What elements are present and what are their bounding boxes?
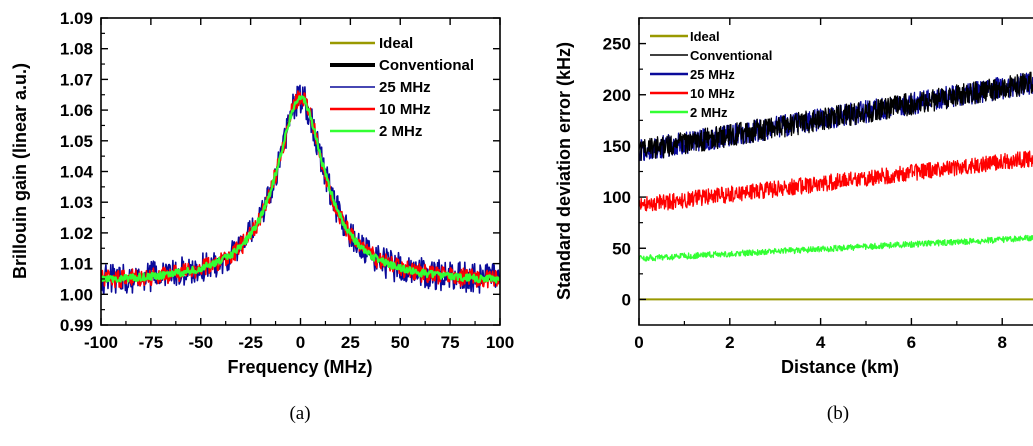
chart-b-x-tick-label: 0 — [634, 333, 643, 352]
chart-a-x-tick-label: 75 — [441, 333, 460, 352]
chart-b-y-axis-title: Standard deviation error (kHz) — [554, 42, 574, 300]
chart-b-plot-frame — [638, 17, 1033, 326]
chart-a-y-tick-label: 1.01 — [60, 255, 93, 274]
chart-a-y-tick-label: 1.03 — [60, 193, 93, 212]
chart-a-legend-label-2-mhz: 2 MHz — [379, 123, 422, 140]
chart-b-series-2-mhz — [639, 234, 1033, 262]
chart-b: 0 2 4 6 8 0 50 100 150 200 250 Distance (km) Stand… — [554, 17, 1033, 424]
chart-a-x-tick-label: -100 — [84, 333, 118, 352]
chart-a-y-tick-label: 1.07 — [60, 70, 93, 89]
chart-a-legend-label-25-mhz: 25 MHz — [379, 79, 431, 96]
chart-a-x-tick-label: 25 — [341, 333, 360, 352]
chart-a-x-tick-label: 50 — [391, 333, 410, 352]
chart-b-y-tick-label: 200 — [603, 86, 631, 105]
chart-b-y-tick-label: 50 — [612, 239, 631, 258]
chart-a-ticks: -100 -75 -50 -25 0 25 50 75 100 0.99 1.00 1.01 1.02 1… — [60, 9, 514, 352]
chart-b-series-10-mhz — [639, 150, 1033, 212]
chart-b-y-tick-label: 100 — [603, 188, 631, 207]
chart-b-series-conventional — [639, 71, 1033, 161]
chart-a-x-tick-label: 0 — [296, 333, 305, 352]
chart-a-series-conventional — [101, 96, 500, 281]
chart-a-y-tick-label: 0.99 — [60, 316, 93, 335]
chart-b-legend-label-10-mhz: 10 MHz — [690, 86, 735, 101]
chart-b-legend-label-conventional: Conventional — [690, 48, 772, 63]
chart-a-series-25-mhz — [101, 84, 500, 296]
chart-a-y-tick-label: 1.02 — [60, 224, 93, 243]
chart-b-legend-label-2-mhz: 2 MHz — [690, 105, 728, 120]
chart-b-x-tick-label: 8 — [997, 333, 1006, 352]
chart-a-y-tick-label: 1.00 — [60, 285, 93, 304]
chart-a: -100 -75 -50 -25 0 25 50 75 100 0.99 1.00 1.01 1.02 1… — [10, 9, 514, 424]
chart-a-y-tick-label: 1.08 — [60, 40, 93, 59]
chart-a-legend-label-conventional: Conventional — [379, 57, 474, 74]
chart-a-series-group — [101, 84, 500, 296]
chart-b-y-tick-label: 0 — [622, 290, 631, 309]
chart-b-ticks: 0 2 4 6 8 0 50 100 150 200 250 — [603, 17, 1007, 352]
chart-b-legend-label-ideal: Ideal — [690, 29, 720, 44]
chart-a-x-tick-label: -50 — [188, 333, 213, 352]
chart-b-x-tick-label: 2 — [725, 333, 734, 352]
chart-b-y-tick-label: 150 — [603, 137, 631, 156]
chart-a-x-tick-label: 100 — [486, 333, 514, 352]
chart-a-series-10-mhz — [101, 90, 500, 289]
chart-a-y-tick-label: 1.04 — [60, 163, 94, 182]
chart-a-legend-label-ideal: Ideal — [379, 35, 413, 52]
chart-b-series-group — [639, 71, 1033, 301]
chart-b-x-tick-label: 4 — [816, 333, 826, 352]
chart-a-series-2-mhz — [101, 95, 500, 284]
chart-a-x-axis-title: Frequency (MHz) — [227, 357, 372, 377]
chart-b-legend-label-25-mhz: 25 MHz — [690, 67, 735, 82]
chart-b-x-axis-title: Distance (km) — [781, 357, 899, 377]
chart-a-x-tick-label: -25 — [238, 333, 263, 352]
chart-a-x-tick-label: -75 — [139, 333, 164, 352]
chart-b-panel-label: (b) — [827, 403, 849, 424]
chart-a-y-tick-label: 1.09 — [60, 9, 93, 28]
chart-a-series-ideal — [101, 97, 500, 281]
chart-a-y-tick-label: 1.06 — [60, 101, 93, 120]
chart-a-y-axis-title: Brillouin gain (linear a.u.) — [10, 63, 30, 279]
chart-b-y-tick-label: 250 — [603, 35, 631, 54]
chart-a-legend: Ideal Conventional 25 MHz 10 MHz 2 MHz — [330, 35, 474, 140]
chart-b-legend: Ideal Conventional 25 MHz 10 MHz 2 MHz — [650, 29, 772, 120]
chart-b-x-tick-label: 6 — [907, 333, 916, 352]
chart-a-panel-label: (a) — [289, 403, 310, 424]
chart-a-legend-label-10-mhz: 10 MHz — [379, 101, 431, 118]
chart-a-y-tick-label: 1.05 — [60, 132, 93, 151]
